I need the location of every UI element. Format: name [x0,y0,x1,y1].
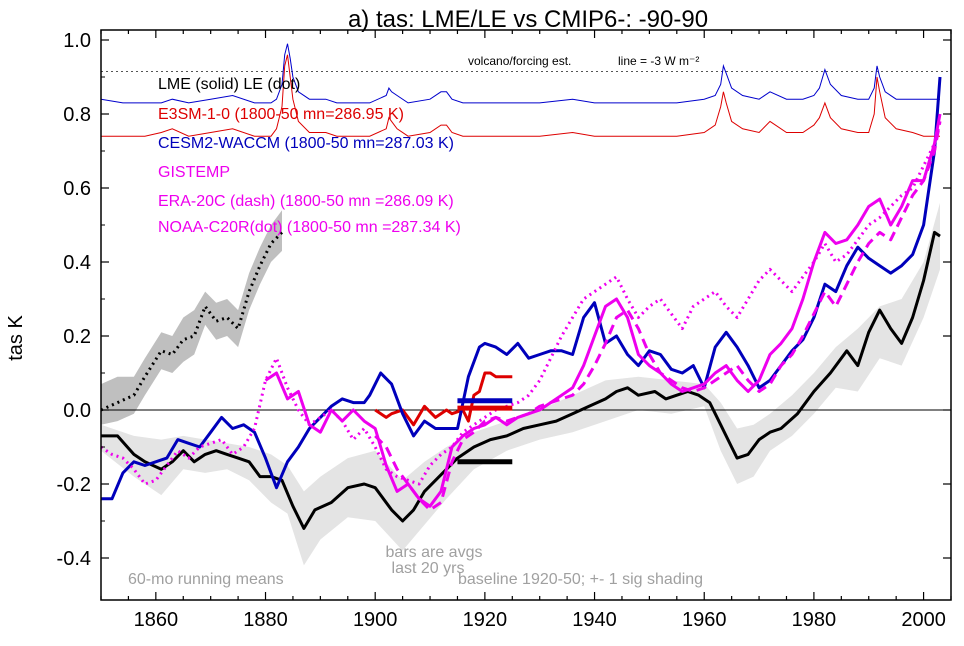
running-mean-note: 60-mo running means [128,571,284,588]
shading-layer [101,202,940,566]
y-tick-label: 0.2 [63,326,91,348]
y-tick-label: 1.0 [63,30,91,52]
x-tick-label: 1940 [572,609,617,631]
forcing-layer [100,43,951,411]
chart-title: a) tas: LME/LE vs CMIP6-: -90-90 [348,6,708,33]
series-cesm2-waccm [101,76,942,501]
series-layer [100,76,942,530]
x-tick-label: 1860 [134,609,179,631]
y-axis-label: tas K [5,315,27,361]
series-volcanic-forcing-upper [100,43,940,104]
series-volcanic-forcing-lower [101,54,940,137]
legend: LME (solid) LE (dot) E3SM-1-0 (1800-50 mn… [158,76,461,236]
y-tick-label: 0.4 [63,252,91,274]
legend-entry: CESM2-WACCM (1800-50 mn=287.03 K) [158,135,454,152]
x-tick-label: 1920 [463,609,508,631]
bars-layer [457,398,513,465]
bars-note-line1: bars are avgs [386,544,483,561]
bars-note-line2: last 20 yrs [392,560,465,577]
y-tick-label: -0.2 [57,474,91,496]
y-tick-label: 0.0 [63,400,91,422]
legend-entry: ERA-20C (dash) (1800-50 mn =286.09 K) [158,193,454,210]
forcing-line-label: line = -3 W m⁻² [618,54,699,68]
x-tick-label: 2000 [901,609,946,631]
legend-entry: NOAA-C20R(dot) (1800-50 mn =287.34 K) [158,219,461,236]
series-noaa-c20r-dot [100,121,942,486]
legend-entry: E3SM-1-0 (1800-50 mn=286.95 K) [158,106,404,123]
axes-layer: -0.4 -0.2 0.0 0.2 0.4 0.6 0.8 1.0 1860 1880 1900 19… [57,29,952,631]
legend-entry: LME (solid) LE (dot) [158,76,300,93]
y-tick-label: 0.6 [63,178,91,200]
series-gistemp [264,113,942,508]
series-le-dot [100,231,284,412]
x-tick-label: 1900 [353,609,398,631]
forcing-annotation: volcano/forcing est. [468,54,571,68]
series-era-20c-dash [374,121,942,512]
x-tick-label: 1960 [682,609,727,631]
series-lme-solid [101,230,941,530]
baseline-note: baseline 1920-50; +- 1 sig shading [458,571,703,588]
x-tick-label: 1880 [243,609,288,631]
legend-entry: GISTEMP [158,164,230,181]
plot-frame [100,29,952,601]
y-tick-label: -0.4 [57,548,91,570]
shading-le-spread [101,210,282,425]
x-tick-label: 1980 [792,609,837,631]
y-tick-label: 0.8 [63,104,91,126]
